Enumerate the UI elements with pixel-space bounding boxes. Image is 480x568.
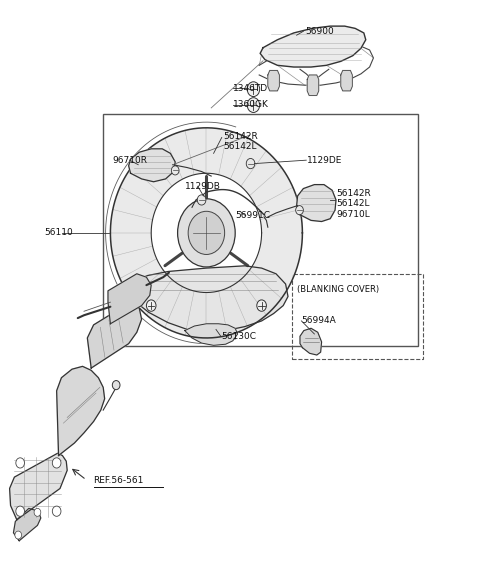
Circle shape (16, 458, 24, 468)
Text: 1129DB: 1129DB (185, 182, 221, 191)
Text: 1346TD: 1346TD (233, 83, 268, 93)
Circle shape (296, 206, 303, 215)
Polygon shape (185, 324, 238, 345)
Polygon shape (13, 508, 41, 541)
Text: 96710R: 96710R (113, 156, 148, 165)
Polygon shape (10, 453, 67, 520)
Circle shape (247, 98, 260, 112)
Polygon shape (297, 185, 336, 222)
Polygon shape (87, 302, 142, 368)
Polygon shape (127, 266, 288, 332)
Polygon shape (300, 328, 322, 355)
Circle shape (52, 458, 61, 468)
Circle shape (246, 158, 255, 169)
Circle shape (197, 195, 206, 205)
Circle shape (15, 531, 22, 539)
Text: 56994A: 56994A (301, 316, 336, 325)
Text: 56142L: 56142L (223, 142, 257, 151)
Text: 1360GK: 1360GK (233, 100, 269, 109)
Text: 56142R: 56142R (223, 132, 258, 141)
Text: 56130C: 56130C (221, 332, 256, 341)
Polygon shape (268, 70, 279, 91)
Text: 56142L: 56142L (336, 199, 370, 208)
Circle shape (34, 508, 41, 516)
Circle shape (247, 82, 260, 97)
Bar (103, 114, 418, 346)
Circle shape (16, 506, 24, 516)
Text: 56142R: 56142R (336, 189, 371, 198)
PathPatch shape (110, 128, 302, 338)
Polygon shape (341, 70, 352, 91)
Polygon shape (108, 274, 151, 324)
Polygon shape (129, 149, 175, 182)
Polygon shape (307, 75, 319, 95)
Circle shape (112, 381, 120, 390)
Bar (292, 274, 423, 359)
Circle shape (257, 300, 266, 311)
Circle shape (146, 300, 156, 311)
Text: 1129DE: 1129DE (307, 156, 343, 165)
Circle shape (188, 211, 225, 254)
Circle shape (178, 199, 235, 267)
Text: 56991C: 56991C (235, 211, 270, 220)
Text: (BLANKING COVER): (BLANKING COVER) (297, 285, 379, 294)
Text: 96710L: 96710L (336, 210, 370, 219)
Polygon shape (260, 26, 366, 67)
Circle shape (52, 506, 61, 516)
Polygon shape (57, 366, 105, 456)
Text: REF.56-561: REF.56-561 (94, 476, 144, 485)
Circle shape (171, 166, 179, 175)
Text: 56900: 56900 (305, 27, 334, 36)
Text: 56110: 56110 (44, 228, 73, 237)
